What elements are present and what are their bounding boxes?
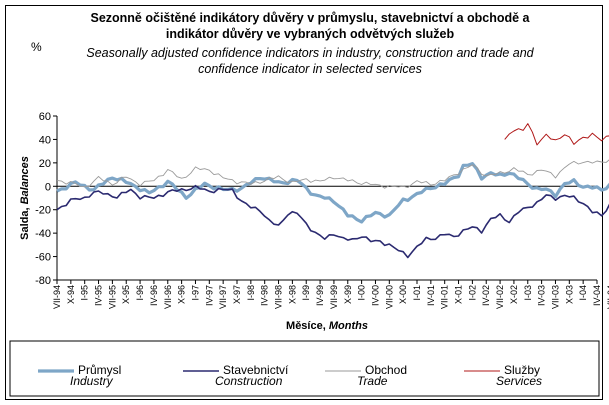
x-tick-label: IV-99 [315,285,325,306]
x-tick-label: VII-97 [218,285,228,309]
x-tick-label: VII-99 [329,285,339,309]
x-axis-title: Měsíce, Months [286,320,368,332]
x-tick-label: I-98 [246,285,256,301]
x-tick-label: X-95 [121,285,131,304]
x-tick-label: I-03 [523,285,533,301]
x-tick-label: VII-96 [163,285,173,309]
chart-title-cs-line1: Sezonně očištěné indikátory důvěry v prů… [90,11,530,25]
chart-title-cs-line2: indikátor důvěry ve vybraných odvětvých … [165,27,455,41]
series-line-stavebnictvi [56,184,609,259]
x-tick-label: X-03 [564,285,574,304]
x-tick-label: X-02 [509,285,519,304]
legend-label-obchod: Obchod [365,363,407,377]
x-tick-label: IV-04 [592,285,602,306]
x-tick-label: I-97 [190,285,200,301]
chart-title-en-line1: Seasonally adjusted confidence indicator… [86,46,534,60]
y-tick-label: -20 [35,205,51,217]
x-tick-label: IV-02 [481,285,491,306]
x-tick-label: X-97 [232,285,242,304]
y-tick-label: 20 [39,158,51,170]
x-tick-label: I-96 [135,285,145,301]
legend-label-en-obchod: Trade [357,374,388,388]
series-line-prumysl [56,162,609,224]
x-tick-label: X-00 [398,285,408,304]
x-tick-label: IV-00 [370,285,380,306]
x-tick-label: I-04 [578,285,588,301]
legend-label-en-sluzby: Services [496,374,542,388]
y-tick-label: -80 [35,275,51,287]
legend-label-en-prumysl: Industry [70,374,114,388]
series-line-sluzby [504,123,609,146]
x-tick-label: VII-01 [440,285,450,309]
y-tick-label: 0 [45,181,51,193]
x-tick-label: I-95 [80,285,90,301]
y-axis-title: Salda, Balances [19,156,31,240]
x-tick-label: IV-96 [149,285,159,306]
legend-label-sluzby: Služby [504,363,540,377]
x-tick-label: IV-97 [204,285,214,306]
y-tick-label: 60 [39,111,51,123]
x-tick-label: VII-03 [550,285,560,309]
x-tick-label: VII-98 [274,285,284,309]
y-tick-label: -40 [35,228,51,240]
x-tick-label: IV-03 [537,285,547,306]
series-lines [56,123,609,259]
x-tick-label: X-94 [66,285,76,304]
series-line-obchod [56,159,609,189]
legend-box [9,340,600,397]
chart-title-en-line2: confidence indicator in selected service… [198,62,422,76]
x-tick-label: X-99 [343,285,353,304]
x-tick-label: VII-95 [107,285,117,309]
unit-label: % [31,40,42,54]
x-tick-label: IV-98 [260,285,270,306]
x-tick-label: I-01 [412,285,422,301]
y-tick-label: -60 [35,252,51,264]
legend-label-prumysl: Průmysl [78,363,121,377]
legend-label-en-stavebnictvi: Construction [215,374,283,388]
x-tick-label: VII-02 [495,285,505,309]
x-tick-label: IV-01 [426,285,436,306]
chart-frame [5,5,603,400]
x-tick-label: VII-94 [52,285,62,309]
x-tick-label: I-00 [357,285,367,301]
x-tick-label: X-96 [177,285,187,304]
x-tick-label: X-01 [454,285,464,304]
y-tick-label: 40 [39,134,51,146]
x-tick-label: IV-95 [94,285,104,306]
x-tick-label: I-02 [467,285,477,301]
x-tick-label: I-99 [301,285,311,301]
x-tick-label: VII-00 [384,285,394,309]
x-tick-label: VII-04 [606,285,609,309]
legend-label-stavebnictvi: Stavebnictví [223,363,289,377]
x-tick-label: X-98 [287,285,297,304]
